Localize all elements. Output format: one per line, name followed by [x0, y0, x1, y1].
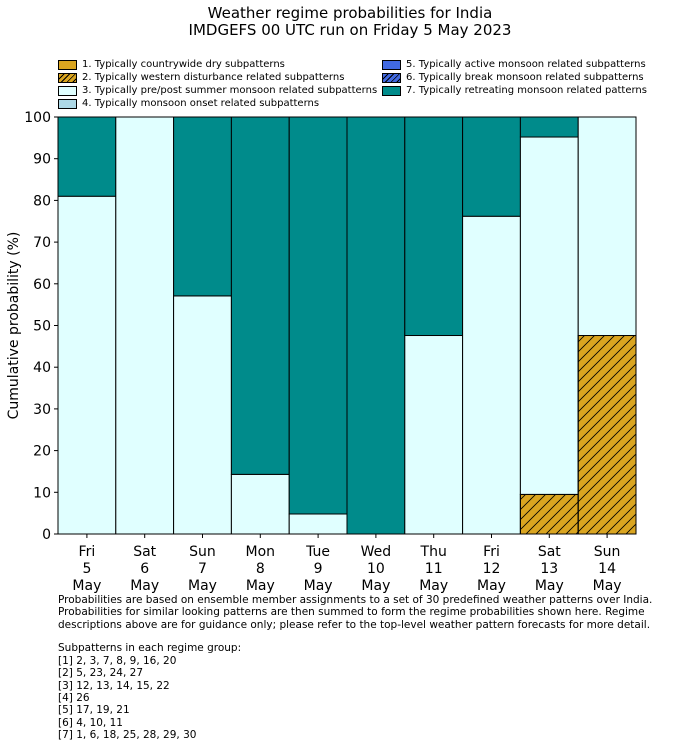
bar-segment — [462, 215, 521, 535]
bar-segment — [288, 116, 348, 515]
x-tick-label: 14 — [598, 561, 616, 577]
bar-segment — [57, 116, 117, 197]
x-tick-label: May — [593, 578, 622, 594]
bar-segment — [173, 116, 232, 297]
y-tick-label: 70 — [33, 235, 51, 251]
legend-label: 6. Typically break monsoon related subpa… — [406, 72, 644, 83]
x-tick-label: May — [246, 578, 275, 594]
x-tick-label: Sat — [133, 544, 156, 560]
x-tick-label: Wed — [361, 544, 392, 560]
legend-label: 3. Typically pre/post summer monsoon rel… — [82, 85, 378, 96]
bar-segment — [230, 473, 290, 535]
legend-entry: 3. Typically pre/post summer monsoon rel… — [58, 84, 377, 97]
bar-segment — [57, 195, 117, 535]
chart-title: Weather regime probabilities for India — [207, 4, 493, 22]
y-tick-label: 80 — [33, 193, 51, 209]
bar-segment — [288, 513, 348, 535]
bar-hatch — [577, 335, 637, 535]
y-tick-label: 20 — [33, 444, 51, 460]
x-tick-label: 5 — [82, 561, 91, 577]
x-tick-label: May — [188, 578, 217, 594]
y-axis-label: Cumulative probability (%) — [6, 232, 22, 420]
y-tick-label: 0 — [42, 527, 51, 543]
x-tick-label: 7 — [198, 561, 207, 577]
bar-segment — [404, 335, 464, 535]
x-tick-label: May — [72, 578, 101, 594]
legend-label: 5. Typically active monsoon related subp… — [406, 59, 646, 70]
bar-segment — [577, 116, 637, 337]
bar-segment — [462, 116, 521, 217]
subpattern-line: [4] 26 — [58, 691, 90, 704]
x-tick-label: Tue — [305, 544, 330, 560]
subpattern-line: [5] 17, 19, 21 — [58, 704, 130, 717]
x-tick-label: 9 — [314, 561, 323, 577]
legend-entry: 5. Typically active monsoon related subp… — [382, 58, 646, 71]
x-tick-label: 13 — [540, 561, 558, 577]
x-tick-label: May — [130, 578, 159, 594]
x-tick-label: Mon — [246, 544, 276, 560]
x-tick-label: 8 — [256, 561, 265, 577]
subpattern-line: [6] 4, 10, 11 — [58, 716, 123, 729]
x-tick-label: May — [419, 578, 448, 594]
bar-segment — [519, 136, 579, 495]
y-tick-label: 30 — [33, 402, 51, 418]
legend-swatch — [382, 85, 401, 96]
legend-label: 4. Typically monsoon onset related subpa… — [82, 98, 320, 109]
bar-segment — [230, 116, 290, 475]
x-tick-label: Fri — [483, 544, 500, 560]
x-tick-label: 10 — [367, 561, 385, 577]
bar-segment — [173, 295, 232, 535]
y-tick-label: 100 — [24, 110, 51, 126]
y-tick-label: 50 — [33, 319, 51, 335]
x-tick-label: 6 — [140, 561, 149, 577]
chart-subtitle: IMDGEFS 00 UTC run on Friday 5 May 2023 — [188, 21, 512, 39]
legend-swatch — [58, 59, 77, 70]
footer-note: Probabilities are based on ensemble memb… — [58, 594, 653, 631]
x-tick-label: 11 — [425, 561, 443, 577]
legend-entry: 7. Typically retreating monsoon related … — [382, 84, 647, 97]
subpatterns-heading: Subpatterns in each regime group: — [58, 642, 242, 654]
legend-swatch — [58, 98, 77, 109]
legend-entry: 6. Typically break monsoon related subpa… — [382, 71, 644, 84]
legend-entry: 2. Typically western disturbance related… — [58, 71, 344, 84]
x-tick-label: Sun — [594, 544, 621, 560]
y-tick-label: 60 — [33, 277, 51, 293]
legend-swatch — [58, 72, 77, 83]
x-tick-label: 12 — [483, 561, 501, 577]
y-tick-label: 40 — [33, 360, 51, 376]
y-tick-label: 90 — [33, 152, 51, 168]
legend-swatch — [382, 72, 401, 83]
bar-hatch — [519, 493, 579, 535]
x-tick-label: May — [361, 578, 390, 594]
x-tick-label: Sat — [538, 544, 561, 560]
legend-entry: 1. Typically countrywide dry subpatterns — [58, 58, 285, 71]
legend-entry: 4. Typically monsoon onset related subpa… — [58, 97, 319, 110]
y-tick-label: 10 — [33, 485, 51, 501]
bar-segment — [404, 116, 464, 337]
x-tick-label: May — [477, 578, 506, 594]
legend-label: 7. Typically retreating monsoon related … — [406, 85, 647, 96]
x-tick-label: Sun — [189, 544, 216, 560]
legend-label: 1. Typically countrywide dry subpatterns — [82, 59, 285, 70]
legend-swatch — [58, 85, 77, 96]
x-tick-label: May — [304, 578, 333, 594]
legend-label: 2. Typically western disturbance related… — [82, 72, 345, 83]
x-tick-label: May — [535, 578, 564, 594]
subpattern-line: [3] 12, 13, 14, 15, 22 — [58, 679, 170, 692]
bar-segment — [115, 116, 175, 535]
legend-swatch — [382, 59, 401, 70]
x-tick-label: Thu — [420, 544, 447, 560]
subpattern-line: [1] 2, 3, 7, 8, 9, 16, 20 — [58, 655, 177, 667]
x-tick-label: Fri — [79, 544, 96, 560]
bar-segment — [346, 116, 406, 535]
subpattern-line: [7] 1, 6, 18, 25, 28, 29, 30 — [58, 728, 197, 741]
bar-segment — [519, 116, 579, 138]
subpattern-line: [2] 5, 23, 24, 27 — [58, 667, 143, 680]
